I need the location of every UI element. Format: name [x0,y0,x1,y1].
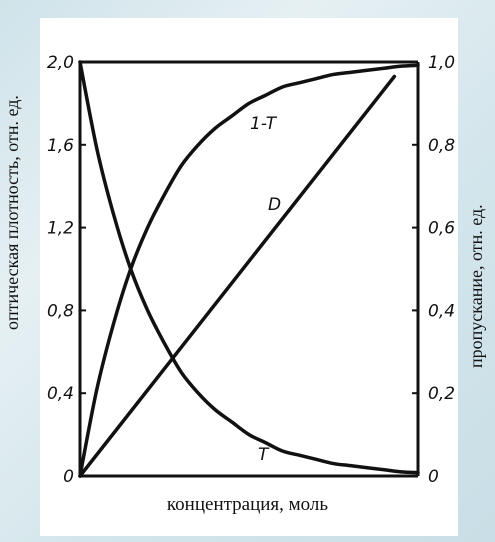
right-axis-label: пропускание, отн. ед. [466,204,486,368]
right-tick-label: 0,6 [428,219,455,239]
left-tick-label: 1,2 [47,219,74,239]
series-layer [78,60,420,478]
x-axis-label: концентрация, моль [166,494,329,515]
right-tick-label: 0,2 [428,384,455,404]
plot-frame [78,60,420,478]
right-tick-label: 1,0 [428,53,455,73]
left-tick-label: 1,6 [47,136,74,156]
left-axis-ticks: 0 0,4 0,8 1,2 1,6 2,0 [47,53,86,487]
right-tick-label: 0 [428,467,439,487]
left-axis-label: оптическая плотность, отн. ед. [2,95,22,330]
left-tick-label: 0,4 [47,384,74,404]
series-label-t: T [258,445,270,465]
series-label-1-t: 1-T [250,114,278,134]
right-tick-label: 0,4 [428,301,455,321]
series-line-d [78,74,397,478]
right-axis-ticks: 0 0,2 0,4 0,6 0,8 1,0 [412,53,455,487]
right-tick-label: 0,8 [428,136,455,156]
left-tick-label: 2,0 [47,53,74,73]
series-labels: T 1-T D [250,114,281,465]
series-line-1-t [78,63,420,478]
left-tick-label: 0,8 [47,301,74,321]
series-label-d: D [268,195,281,215]
left-tick-label: 0 [63,467,74,487]
